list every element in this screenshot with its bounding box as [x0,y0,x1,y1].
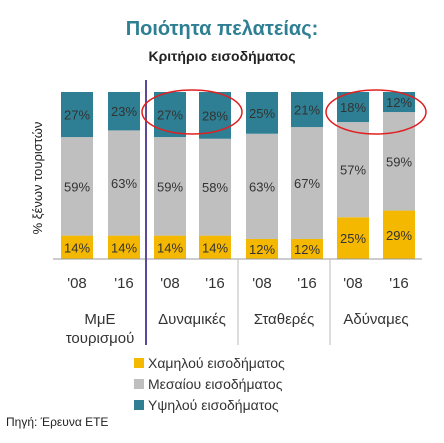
source-note: Πηγή: Έρευνα ΕΤΕ [6,415,108,429]
data-label: 57% [340,163,366,178]
group-label: τουρισμού [66,330,135,347]
bar-segment [108,130,140,236]
legend-label: Υψηλού εισοδήματος [148,397,279,413]
bar-segment [154,235,186,259]
bar-segment [383,210,415,259]
legend-swatch [134,400,144,410]
data-label: 58% [202,180,228,195]
data-label: 25% [340,231,366,246]
data-label: 14% [157,240,183,255]
bar-segment [337,122,369,218]
bar-segment [383,92,415,113]
data-label: 14% [111,240,137,255]
data-label: 63% [111,176,137,191]
data-label: 28% [202,108,228,123]
bar-segment [291,92,323,128]
group-label: ΜμΕ [84,311,115,328]
bar-segment [291,238,323,259]
data-label: 14% [64,240,90,255]
y-axis-label: % ξένων τουριστών [30,122,45,235]
legend-label: Μεσαίου εισοδήματος [148,376,283,392]
bar-segment [61,235,93,259]
x-tick-label: '08 [252,275,272,292]
chart-subtitle: Κριτήριο εισοδήματος [148,48,295,64]
bar-segment [61,92,93,138]
data-label: 59% [157,179,183,194]
group-label: Δυναμικές [158,311,226,328]
bar-segment [246,238,278,259]
x-tick-label: '08 [343,275,363,292]
data-label: 67% [294,176,320,191]
bar-segment [154,137,186,236]
x-tick-label: '16 [114,275,134,292]
bar-segment [108,235,140,259]
x-tick-label: '16 [205,275,225,292]
data-label: 29% [386,228,412,243]
data-label: 21% [294,103,320,118]
data-label: 63% [249,179,275,194]
data-label: 12% [249,242,275,257]
chart-title: Ποιότητα πελατείας: [126,18,319,40]
bar-segment [337,92,369,123]
bar-segment [246,133,278,239]
bar-segment [154,92,186,138]
data-label: 25% [249,106,275,121]
data-label: 12% [294,242,320,257]
data-label: 12% [386,95,412,110]
data-label: 18% [340,100,366,115]
group-label: Αδύναμες [343,311,408,328]
data-label: 14% [202,240,228,255]
legend-label: Χαμηλού εισοδήματος [148,355,285,371]
group-label: Σταθερές [254,311,314,328]
bar-segment [108,92,140,131]
x-tick-label: '08 [67,275,87,292]
legend-swatch [134,358,144,368]
x-tick-label: '08 [160,275,180,292]
data-label: 27% [157,108,183,123]
bar-segment [199,235,231,259]
bar-segment [246,92,278,134]
bar-segment [337,217,369,259]
highlight-ellipse [141,89,243,135]
x-tick-label: '16 [389,275,409,292]
legend-swatch [134,379,144,389]
data-label: 59% [64,179,90,194]
legend: Χαμηλού εισοδήματος Μεσαίου εισοδήματος Υψ… [134,355,285,413]
x-tick-label: '16 [297,275,317,292]
data-label: 59% [386,154,412,169]
data-label: 27% [64,108,90,123]
plot-area: 14% 59% 27% 14% 63% 23% 14% 59% 27% 14% 58% 28% 12% 6… [53,80,427,347]
bar-segment [199,138,231,236]
bar-segment [291,127,323,239]
data-label: 23% [111,104,137,119]
highlight-ellipse [325,89,427,135]
bar-segment [61,137,93,236]
